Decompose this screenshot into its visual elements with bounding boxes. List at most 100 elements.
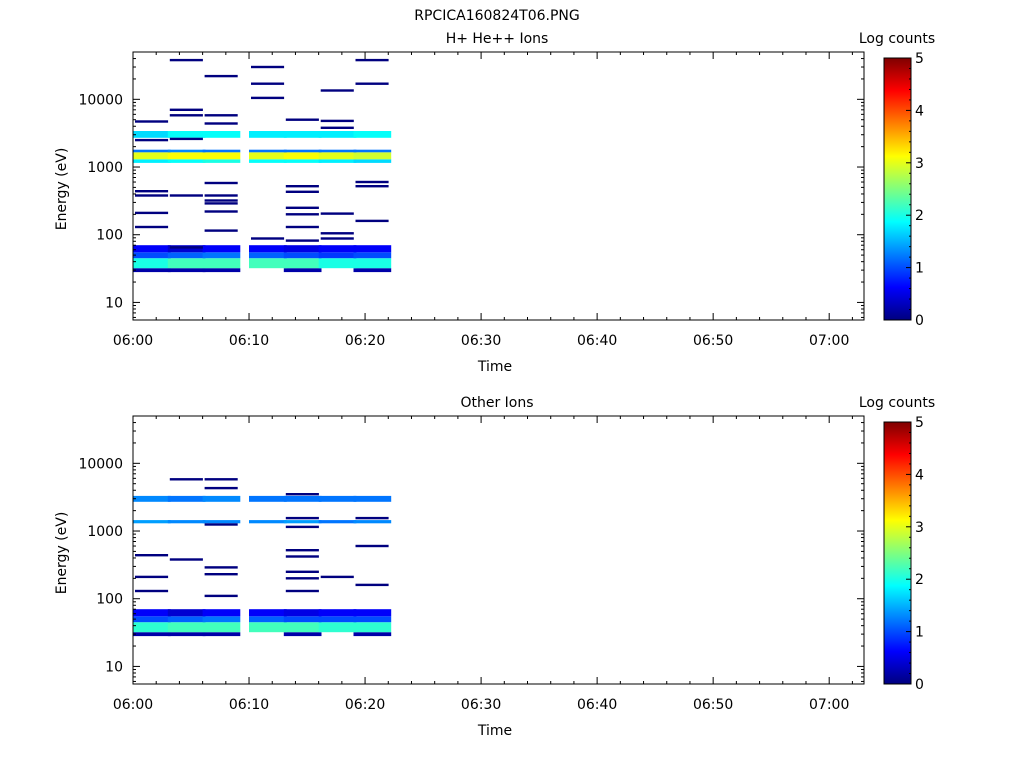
x-tick-label: 06:50 bbox=[693, 333, 733, 349]
heatmap-speck bbox=[169, 246, 203, 249]
heatmap-marks bbox=[133, 478, 392, 637]
y-tick-label: 10 bbox=[105, 659, 123, 675]
heatmap-cell bbox=[318, 609, 357, 617]
heatmap-speck bbox=[169, 114, 203, 117]
heatmap-speck bbox=[285, 213, 319, 216]
heatmap-speck bbox=[355, 180, 389, 184]
y-tick-label: 1000 bbox=[87, 524, 123, 540]
heatmap-cell bbox=[283, 159, 322, 163]
heatmap-cell bbox=[167, 152, 206, 160]
heatmap-cell bbox=[202, 268, 241, 273]
heatmap-cell bbox=[133, 622, 171, 633]
heatmap-cell bbox=[133, 131, 171, 138]
x-tick-label: 06:00 bbox=[113, 333, 153, 349]
heatmap-speck bbox=[355, 185, 389, 188]
heatmap-speck bbox=[135, 138, 169, 142]
heatmap-cell bbox=[249, 245, 287, 253]
heatmap-marks bbox=[133, 58, 392, 273]
heatmap-cell bbox=[283, 520, 322, 524]
heatmap-cell bbox=[202, 609, 241, 617]
heatmap-cell bbox=[318, 252, 357, 259]
heatmap-cell bbox=[283, 258, 322, 269]
heatmap-speck bbox=[204, 210, 238, 213]
colorbar-tick-label: 0 bbox=[915, 313, 924, 329]
axes: 06:00 06:10 06:20 06:30 06:40 06:50 07:00 10 100… bbox=[78, 51, 865, 349]
heatmap-speck bbox=[285, 516, 319, 520]
heatmap-speck bbox=[320, 126, 354, 129]
heatmap-cell bbox=[202, 131, 241, 138]
heatmap-cell bbox=[133, 159, 171, 163]
heatmap-cell bbox=[249, 609, 287, 617]
heatmap-speck bbox=[285, 577, 319, 580]
heatmap-cell bbox=[249, 152, 287, 160]
heatmap-speck bbox=[135, 211, 169, 215]
heatmap-speck bbox=[204, 573, 238, 576]
colorbar-scale bbox=[883, 57, 912, 321]
heatmap-speck bbox=[204, 566, 238, 569]
colorbar-tick-label: 1 bbox=[915, 625, 924, 641]
heatmap-cell bbox=[133, 268, 171, 273]
y-tick-label: 100 bbox=[96, 592, 123, 608]
heatmap-speck bbox=[204, 199, 238, 202]
x-tick-label: 06:10 bbox=[229, 697, 269, 713]
y-axis-label: Energy (eV) bbox=[54, 148, 70, 231]
colorbar-tick-label: 4 bbox=[915, 103, 924, 119]
heatmap-speck bbox=[320, 119, 354, 123]
heatmap-cell bbox=[167, 268, 206, 273]
heatmap-cell bbox=[249, 622, 287, 633]
heatmap-speck bbox=[169, 137, 203, 141]
heatmap-speck bbox=[204, 229, 238, 232]
heatmap-cell bbox=[283, 622, 322, 633]
heatmap-speck bbox=[135, 190, 169, 193]
heatmap-speck bbox=[169, 108, 203, 111]
y-tick-label: 1000 bbox=[87, 160, 123, 176]
heatmap-cell bbox=[283, 495, 322, 502]
heatmap-cell bbox=[353, 159, 392, 163]
heatmap-cell bbox=[353, 152, 392, 160]
panel-h-he-ions: H+ He++ Ions Log counts Energy (eV) Time… bbox=[54, 31, 935, 375]
heatmap-speck bbox=[204, 194, 238, 197]
heatmap-cell bbox=[283, 609, 322, 617]
heatmap-speck bbox=[320, 237, 354, 240]
heatmap-cell bbox=[318, 616, 357, 623]
heatmap-cell bbox=[133, 632, 171, 637]
heatmap-cell bbox=[133, 252, 171, 259]
heatmap-cell bbox=[249, 258, 287, 269]
heatmap-cell bbox=[353, 131, 392, 138]
colorbar-tick-label: 0 bbox=[915, 677, 924, 693]
x-tick-label: 06:20 bbox=[345, 697, 385, 713]
heatmap-speck bbox=[285, 555, 319, 558]
heatmap-cell bbox=[167, 616, 206, 623]
heatmap-cell bbox=[318, 520, 357, 524]
heatmap-cell bbox=[318, 258, 357, 269]
heatmap-speck bbox=[204, 594, 238, 598]
heatmap-cell bbox=[202, 616, 241, 623]
heatmap-cell bbox=[249, 252, 287, 259]
colorbar-tick-label: 5 bbox=[915, 51, 924, 67]
heatmap-cell bbox=[283, 152, 322, 160]
heatmap-cell bbox=[167, 149, 206, 153]
heatmap-cell bbox=[167, 131, 206, 138]
x-axis-label: Time bbox=[477, 359, 512, 375]
heatmap-cell bbox=[133, 152, 171, 160]
heatmap-cell bbox=[353, 622, 392, 633]
heatmap-cell bbox=[249, 616, 287, 623]
heatmap-speck bbox=[204, 122, 238, 125]
panel-title: Other Ions bbox=[460, 395, 533, 411]
colorbar-tick-label: 5 bbox=[915, 415, 924, 431]
colorbar: 0 1 2 3 4 5 bbox=[883, 415, 924, 693]
heatmap-speck bbox=[285, 190, 319, 193]
x-tick-label: 06:00 bbox=[113, 697, 153, 713]
heatmap-speck bbox=[169, 478, 203, 481]
heatmap-cell bbox=[318, 149, 357, 153]
heatmap-speck bbox=[285, 549, 319, 552]
plot-frame bbox=[132, 415, 865, 685]
heatmap-speck bbox=[355, 219, 389, 223]
heatmap-cell bbox=[353, 268, 392, 273]
heatmap-cell bbox=[133, 520, 171, 524]
heatmap-speck bbox=[355, 82, 389, 85]
heatmap-cell bbox=[167, 258, 206, 269]
heatmap-speck bbox=[320, 212, 354, 215]
heatmap-speck bbox=[320, 232, 354, 235]
